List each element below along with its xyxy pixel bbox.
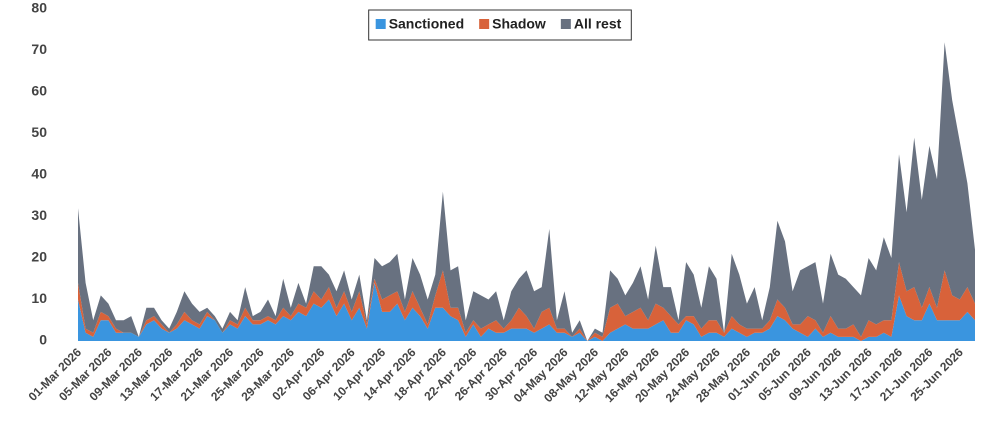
legend: Sanctioned Shadow All rest — [368, 9, 632, 41]
area — [78, 262, 975, 341]
legend-label: Shadow — [492, 16, 546, 32]
y-tick-label: 80 — [31, 0, 47, 16]
legend-label: All rest — [574, 16, 622, 32]
legend-swatch — [479, 19, 490, 29]
y-tick-label: 60 — [31, 83, 47, 99]
y-tick-label: 40 — [31, 166, 47, 182]
legend-swatch — [560, 19, 571, 29]
area — [78, 42, 975, 341]
y-tick-label: 0 — [39, 332, 47, 348]
y-tick-label: 50 — [31, 124, 47, 140]
area — [78, 282, 975, 341]
y-tick-label: 30 — [31, 207, 47, 223]
y-tick-label: 10 — [31, 290, 47, 306]
legend-box — [368, 9, 632, 41]
legend-label: Sanctioned — [389, 16, 464, 32]
y-tick-label: 70 — [31, 41, 47, 57]
legend-swatch — [375, 19, 386, 29]
y-tick-label: 20 — [31, 249, 47, 265]
